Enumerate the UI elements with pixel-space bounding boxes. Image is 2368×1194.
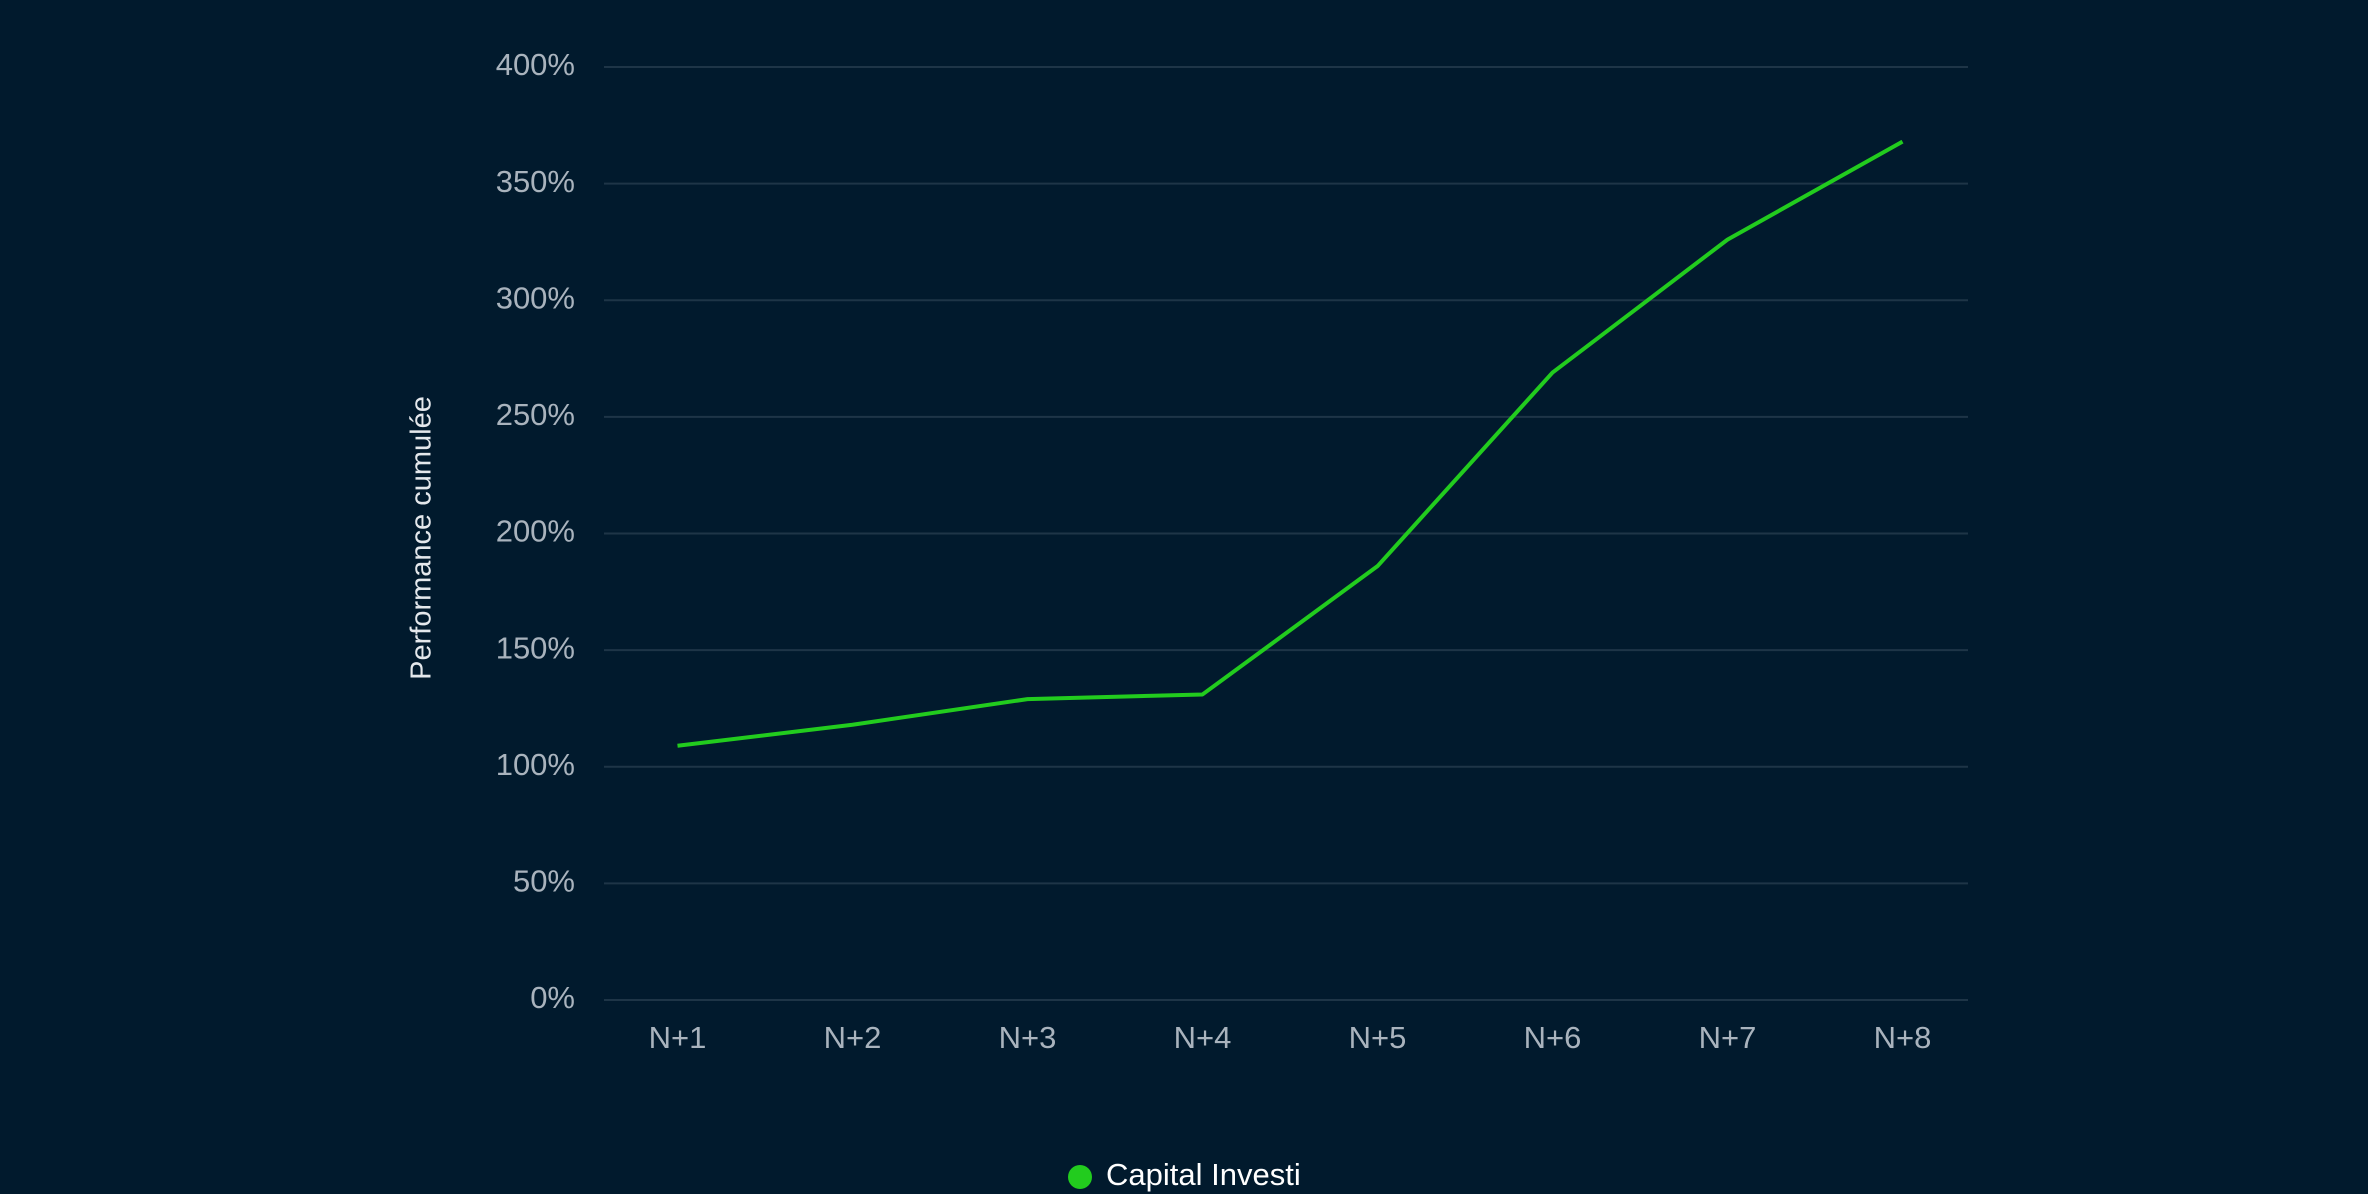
x-tick-label: N+5 [1349, 1020, 1407, 1055]
series-line [677, 139, 1904, 748]
x-tick-label: N+7 [1699, 1020, 1757, 1055]
y-tick-label: 100% [496, 747, 575, 782]
y-tick-label: 150% [496, 630, 575, 665]
x-tick-label: N+1 [649, 1020, 707, 1055]
x-tick-label: N+3 [999, 1020, 1057, 1055]
legend-marker [1068, 1165, 1092, 1189]
y-tick-label: 0% [530, 980, 575, 1015]
y-axis-title: Performance cumulée [406, 396, 438, 680]
x-tick-label: N+6 [1524, 1020, 1582, 1055]
y-tick-label: 300% [496, 280, 575, 315]
y-tick-label: 250% [496, 397, 575, 432]
y-tick-label: 350% [496, 164, 575, 199]
x-tick-label: N+2 [824, 1020, 882, 1055]
y-tick-label: 50% [513, 864, 575, 899]
x-tick-label: N+8 [1874, 1020, 1932, 1055]
y-tick-label: 400% [496, 47, 575, 82]
y-tick-label: 200% [496, 514, 575, 549]
legend-label: Capital Investi [1106, 1157, 1301, 1192]
x-tick-label: N+4 [1174, 1020, 1232, 1055]
